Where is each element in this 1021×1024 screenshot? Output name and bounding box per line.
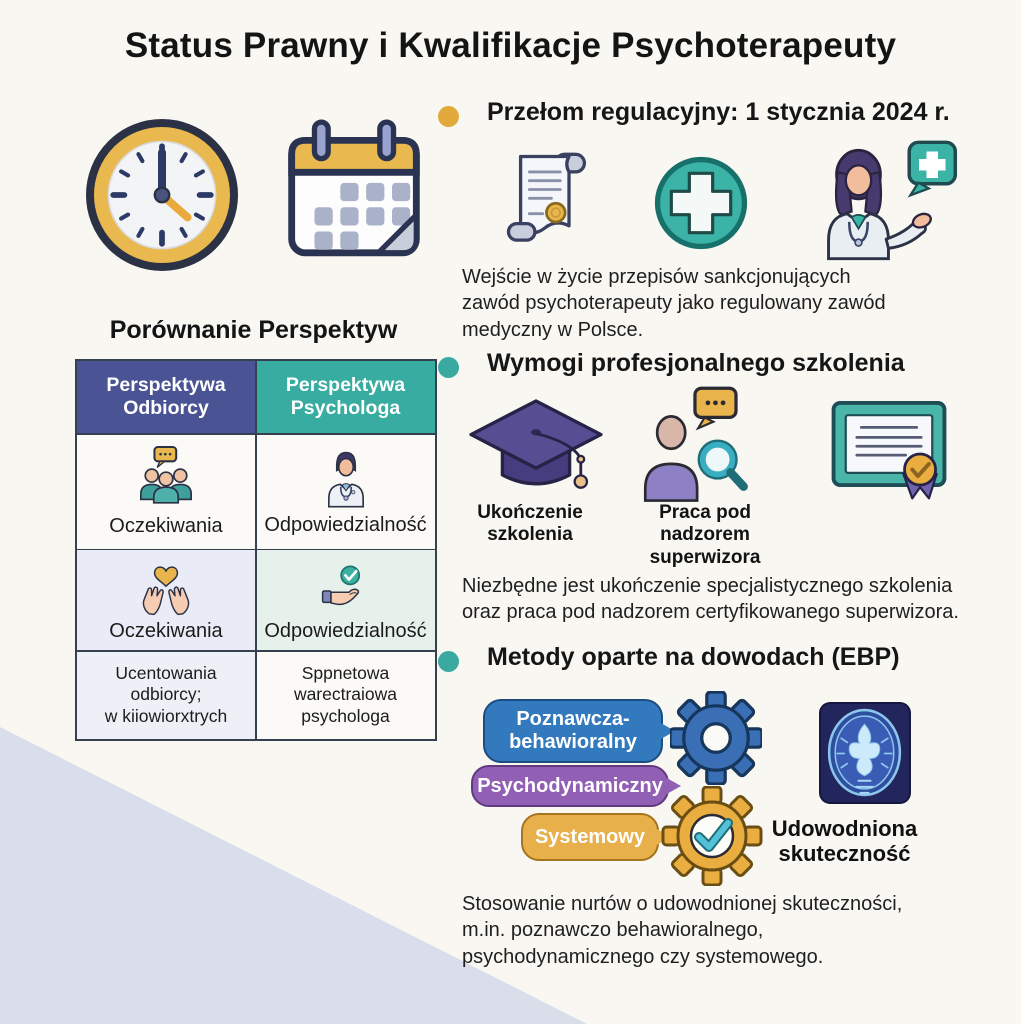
supervision-search-icon: [643, 386, 748, 502]
table-cell-expectations-1: Oczekiwania: [77, 434, 255, 549]
page-title: Status Prawny i Kwalifikacje Psychoterap…: [124, 26, 897, 65]
brain-scan-icon: [819, 701, 911, 805]
hand-check-icon: [321, 565, 360, 605]
graduation-cap-icon: [469, 399, 603, 489]
scroll-icon: [506, 152, 587, 242]
table-header-psychologa: Perspektywa Psychologa: [256, 361, 435, 433]
cell-text: Ucentowania odbiorcy; w kiiowiorxtrych: [104, 662, 228, 726]
table-cell-summary-right: Sppnetowa warectraiowa psychologa: [256, 651, 435, 739]
caption-supervision: Praca pod nadzorem superwizora: [649, 502, 761, 568]
bubble-cbt: Poznawcza-behawioralny: [483, 699, 675, 763]
section-title-ebp: Metody oparte na dowodach (EBP): [487, 643, 900, 671]
section-bullet-teal: [438, 651, 459, 672]
section-body-regulation: Wejście w życie przepisów sankcjonującyc…: [462, 266, 886, 341]
bubble-systemic: Systemowy: [521, 813, 671, 861]
female-doctor-icon: [827, 140, 958, 261]
section-body-training: Niezbędne jest ukończenie specjalistyczn…: [462, 575, 959, 624]
cell-label: Oczekiwania: [109, 515, 223, 537]
section-bullet-teal: [438, 357, 459, 378]
section-title-regulation: Przełom regulacyjny: 1 stycznia 2024 r.: [487, 98, 950, 126]
section-bullet-gold: [438, 106, 459, 127]
section-body-ebp: Stosowanie nurtów o udowodnionej skutecz…: [462, 893, 903, 968]
table-cell-responsibility-1: Odpowiedzialność: [256, 434, 435, 549]
comparison-heading: Porównanie Perspektyw: [109, 316, 398, 344]
comparison-table: Perspektywa Odbiorcy Perspektywa Psychol…: [75, 359, 437, 741]
table-header-label: Perspektywa Psychologa: [285, 373, 406, 419]
group-people-icon: [139, 446, 193, 504]
cell-label: Odpowiedzialność: [264, 514, 427, 536]
gear-check-icon: [661, 786, 763, 886]
clock-icon: [86, 119, 238, 271]
bubble-psychodynamic: Psychodynamiczny: [471, 765, 681, 807]
table-cell-responsibility-2: Odpowiedzialność: [256, 550, 435, 650]
table-cell-summary-left: Ucentowania odbiorcy; w kiiowiorxtrych: [77, 651, 255, 739]
hands-heart-icon: [142, 565, 190, 615]
table-cell-expectations-2: Oczekiwania: [77, 550, 255, 650]
section-title-training: Wymogi profesjonalnego szkolenia: [487, 349, 905, 377]
table-header-label: Perspektywa Odbiorcy: [106, 373, 226, 419]
table-header-odbiorcy: Perspektywa Odbiorcy: [77, 361, 255, 433]
cell-text: Sppnetowa warectraiowa psychologa: [293, 662, 398, 726]
doctor-icon: [327, 451, 364, 508]
result-label: Udowodniona skuteczność: [771, 816, 918, 867]
cell-label: Odpowiedzialność: [264, 619, 427, 642]
cell-label: Oczekiwania: [109, 619, 223, 642]
caption-graduation: Ukończenie szkolenia: [477, 502, 583, 546]
certificate-icon: [831, 401, 947, 500]
medical-cross-icon: [654, 156, 748, 250]
gear-icon: [670, 691, 762, 785]
calendar-icon: [288, 119, 420, 257]
